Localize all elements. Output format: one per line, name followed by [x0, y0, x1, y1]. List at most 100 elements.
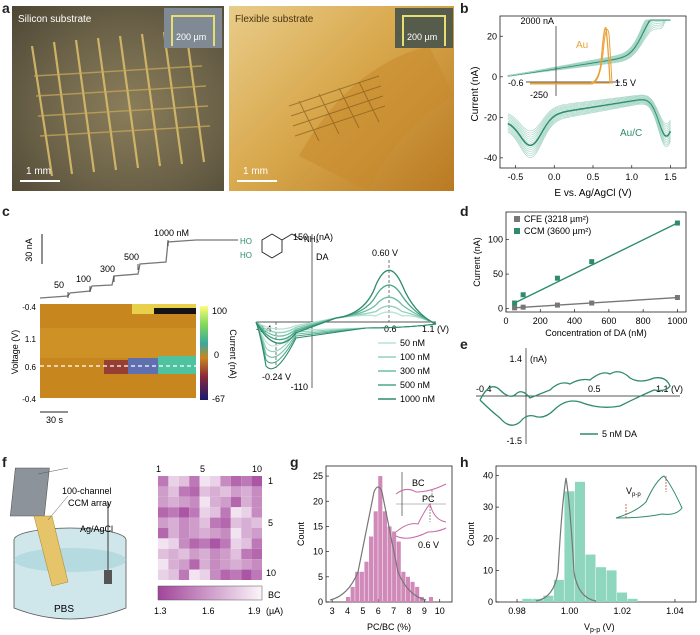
b-cv-reverse-trace — [507, 98, 671, 142]
f-grid-cell — [220, 496, 231, 508]
g-ytick-label: 15 — [313, 521, 323, 531]
g-xtick-label: 8 — [406, 606, 411, 616]
d-ytick-label: 0 — [498, 304, 503, 314]
b-series-label: Au/C — [620, 128, 642, 139]
f-device-label-1: 100-channel — [62, 486, 112, 496]
b-ytick-label: -20 — [484, 112, 497, 122]
g-histogram-bar — [345, 596, 351, 602]
b-cv-reverse-trace — [507, 103, 671, 156]
f-grid-cell — [158, 476, 169, 487]
b-cv-reverse-trace — [507, 94, 671, 132]
d-legend-swatch — [514, 216, 520, 222]
g-histogram-bar — [387, 526, 392, 602]
c-heatmap-ytick-label: 0.6 — [25, 363, 37, 372]
f-grid-cell — [241, 548, 252, 560]
f-grid-cell — [241, 517, 252, 528]
f-grid-cell — [210, 476, 221, 487]
c-right-xright: 1.1 (V) — [422, 324, 449, 334]
d-data-point — [589, 259, 595, 265]
d-data-point — [554, 302, 560, 308]
h-gaussian-fit — [535, 477, 597, 602]
f-colorbar-tick-2: 1.9 — [248, 606, 261, 616]
c-heatmap-ytick-label: -0.4 — [22, 395, 36, 404]
h-xlabel-unit: (V) — [600, 622, 615, 632]
h-histogram-bar — [543, 595, 554, 602]
c-right-legend-label: 50 nM — [400, 338, 425, 348]
d-data-point — [512, 305, 518, 311]
c-right-peak-label: 0.60 V — [372, 248, 398, 258]
f-grid-cell — [158, 548, 169, 560]
f-grid-cell — [220, 476, 231, 487]
f-grid-cell — [158, 496, 169, 508]
f-grid-cell — [189, 486, 200, 497]
f-grid-cell — [230, 476, 242, 487]
f-grid-cell — [220, 528, 231, 539]
f-grid-cell — [178, 538, 190, 549]
f-grid-cell — [220, 486, 231, 497]
d-xtick-label: 400 — [567, 316, 582, 326]
f-grid-cell — [199, 476, 210, 487]
f-grid-cell — [251, 507, 262, 518]
f-grid-cell — [158, 538, 169, 549]
f-col-tick-10: 10 — [252, 464, 262, 474]
c-right-molecule-label: DA — [316, 252, 329, 262]
f-grid-cell — [189, 538, 200, 549]
c-right-midtick: 0.6 — [384, 324, 397, 334]
g-xtick-label: 9 — [422, 606, 427, 616]
d-legend-label: CFE (3218 µm²) — [524, 214, 589, 224]
panel-h-chart: 0 10 20 30 40 0.98 1.00 1.02 1.04 Count Vp-p (V… — [466, 465, 697, 634]
g-histogram-bar — [350, 586, 355, 602]
f-grid-cell — [230, 528, 242, 539]
f-ref-label: Ag/AgCl — [80, 524, 113, 534]
g-inset — [395, 472, 447, 539]
d-data-point — [512, 300, 518, 306]
f-colorbar-unit: (µA) — [266, 606, 283, 616]
c-step-label: 300 — [100, 264, 115, 274]
f-grid-cell — [251, 476, 262, 487]
d-data-point — [674, 220, 680, 226]
panel-d-chart: 0 50 100 0 200 400 600 800 1000 Current (nA) Co… — [472, 211, 687, 338]
f-grid-cell — [158, 507, 169, 518]
g-histogram-bar — [359, 571, 364, 602]
h-histogram-bar — [553, 579, 564, 602]
f-grid-cell — [189, 517, 200, 528]
b-xtick-label: 1.5 — [664, 172, 677, 182]
panel-label-h: h — [460, 454, 469, 470]
d-data-point — [674, 295, 680, 301]
panel-e-chart: 1.4 (nA) -1.5 -0.4 0.5 1.1 (V) 5 nM DA — [476, 348, 683, 446]
silicon-electrode-array-drawing — [30, 29, 211, 177]
d-legend-label: CCM (3600 µm²) — [524, 226, 591, 236]
f-grid-cell — [210, 496, 221, 508]
h-xtick-label: 1.02 — [614, 606, 632, 616]
d-fit-line — [514, 296, 678, 309]
g-histogram-bar — [369, 536, 374, 602]
c-colorbar-tick-mid: 0 — [214, 350, 219, 360]
g-inset-bc: BC — [412, 478, 425, 488]
flexible-scale-label: 1 mm — [243, 166, 268, 177]
g-histogram-bar — [396, 541, 401, 602]
f-grid-cell — [178, 528, 190, 539]
silicon-inset: 200 µm — [164, 8, 222, 48]
f-grid-cell — [230, 548, 242, 560]
f-grid-cell — [158, 486, 169, 497]
d-data-point — [554, 275, 560, 281]
g-histogram-bar — [364, 561, 369, 602]
b-ylabel: Current (nA) — [470, 66, 481, 121]
f-grid-cell — [251, 517, 262, 528]
f-col-tick-1: 1 — [156, 464, 161, 474]
h-histogram-bar — [574, 481, 585, 602]
c-colorbar-tick-top: 100 — [212, 306, 227, 316]
f-grid-cell — [178, 486, 190, 497]
h-ytick-label: 0 — [488, 597, 493, 607]
g-inset-pc: PC — [422, 494, 435, 504]
e-ybottom: -1.5 — [506, 436, 522, 446]
g-histogram-bar — [428, 596, 434, 602]
d-xtick-label: 600 — [601, 316, 616, 326]
c-colorbar — [200, 306, 208, 400]
panel-label-c: c — [2, 203, 10, 219]
c-colorbar-tick-bottom: -67 — [212, 394, 225, 404]
h-xlabel-sub: p-p — [590, 627, 600, 634]
f-grid-cell — [178, 507, 190, 518]
da-nh2: NH₂ — [304, 235, 319, 244]
h-xtick-label: 0.98 — [508, 606, 526, 616]
